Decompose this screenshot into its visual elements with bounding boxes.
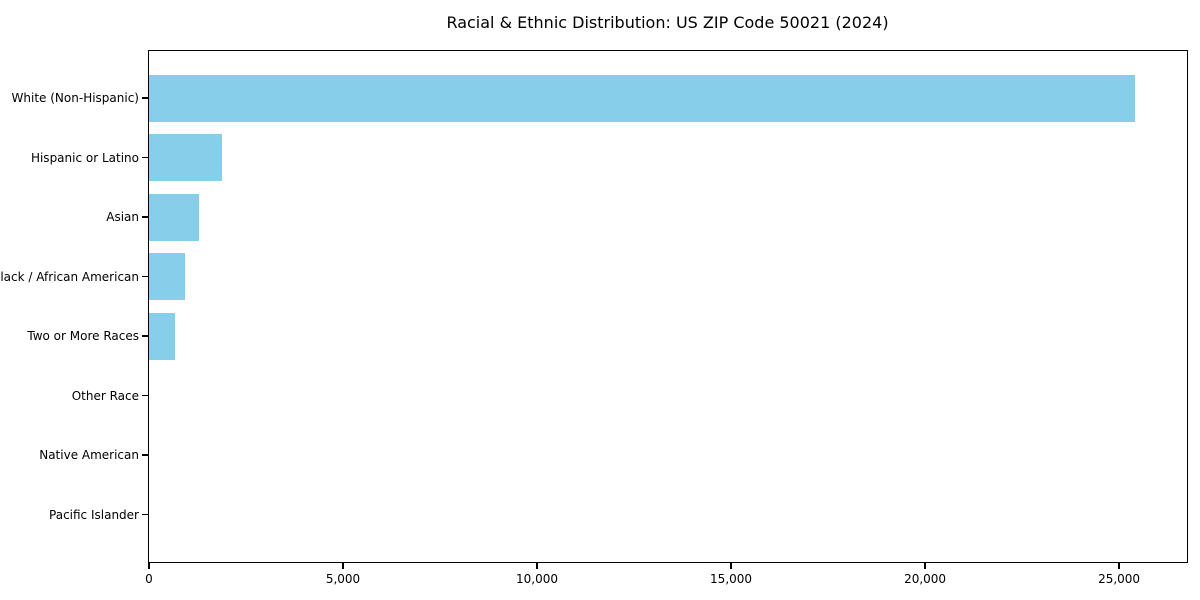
y-tick-label-black-african-american: Black / African American: [0, 269, 139, 284]
y-tick-label-asian: Asian: [106, 210, 139, 224]
x-tick-label-10000: 10,000: [516, 572, 559, 586]
bar-white-non-hispanic: [149, 74, 1135, 122]
x-tick-label-5000: 5,000: [325, 572, 361, 586]
x-axis-tick: [1118, 562, 1120, 569]
bar-two-or-more-races: [149, 312, 175, 360]
bar-hispanic-or-latino: [149, 134, 222, 181]
x-axis-tick: [148, 562, 150, 569]
y-axis-tick: [142, 454, 149, 456]
y-axis-tick: [142, 216, 149, 218]
y-tick-label-pacific-islander: Pacific Islander: [49, 507, 139, 522]
y-axis-tick: [142, 335, 149, 337]
x-tick-label-0: 0: [145, 572, 153, 586]
x-axis-tick: [730, 562, 732, 569]
bar-asian: [149, 193, 200, 241]
y-tick-label-native-american: Native American: [39, 448, 139, 462]
x-axis-tick: [924, 562, 926, 569]
chart-title: Racial & Ethnic Distribution: US ZIP Cod…: [446, 13, 889, 32]
y-axis-tick: [142, 513, 149, 516]
y-axis-tick: [142, 275, 149, 278]
y-axis-tick: [142, 394, 149, 397]
bar-black-african-american: [149, 253, 186, 300]
plot-area: White (Non-Hispanic) Hispanic or Latino As…: [0, 50, 1188, 586]
x-tick-label-15000: 15,000: [710, 572, 753, 586]
y-axis-tick: [142, 97, 149, 99]
y-axis-tick: [142, 156, 149, 159]
y-tick-label-hispanic-or-latino: Hispanic or Latino: [30, 150, 139, 165]
y-tick-label-other-race: Other Race: [71, 388, 139, 403]
y-tick-label-white-non-hispanic: White (Non-Hispanic): [11, 91, 139, 105]
x-tick-label-25000: 25,000: [1098, 572, 1141, 586]
y-tick-label-two-or-more-races: Two or More Races: [27, 329, 139, 343]
x-axis-tick: [536, 562, 538, 569]
x-tick-label-20000: 20,000: [904, 572, 947, 586]
x-axis-tick: [342, 562, 344, 569]
